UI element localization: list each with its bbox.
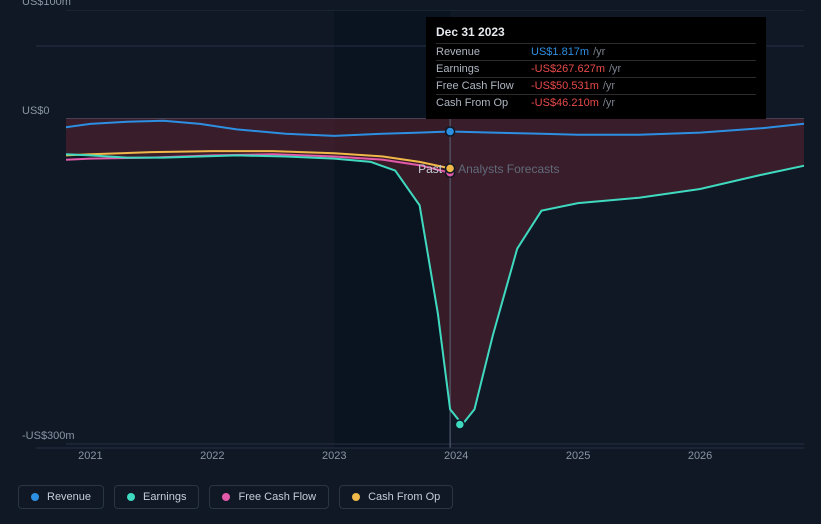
- tooltip-row: RevenueUS$1.817m/yr: [436, 43, 756, 60]
- legend-label: Cash From Op: [368, 491, 440, 503]
- forecast-section-label: Analysts Forecasts: [458, 162, 559, 176]
- tooltip-metric-unit: /yr: [603, 80, 615, 92]
- tooltip-date: Dec 31 2023: [436, 25, 756, 43]
- tooltip-metric-value: -US$50.531m: [531, 80, 599, 92]
- tooltip-metric-label: Cash From Op: [436, 97, 531, 109]
- tooltip-row: Free Cash Flow-US$50.531m/yr: [436, 77, 756, 94]
- x-tick-label: 2022: [200, 450, 224, 462]
- legend-dot: [352, 493, 360, 501]
- legend-item-free-cash-flow[interactable]: Free Cash Flow: [209, 485, 329, 509]
- chart-tooltip: Dec 31 2023 RevenueUS$1.817m/yrEarnings-…: [426, 17, 766, 119]
- tooltip-metric-label: Earnings: [436, 63, 531, 75]
- tooltip-metric-label: Revenue: [436, 46, 531, 58]
- x-tick-label: 2026: [688, 450, 712, 462]
- legend-item-revenue[interactable]: Revenue: [18, 485, 104, 509]
- x-tick-label: 2024: [444, 450, 468, 462]
- tooltip-metric-label: Free Cash Flow: [436, 80, 531, 92]
- x-tick-label: 2023: [322, 450, 346, 462]
- y-tick-label: US$100m: [22, 0, 71, 8]
- legend-item-cash-from-op[interactable]: Cash From Op: [339, 485, 453, 509]
- tooltip-metric-unit: /yr: [609, 63, 621, 75]
- x-tick-label: 2025: [566, 450, 590, 462]
- past-section-label: Past: [418, 162, 442, 176]
- tooltip-metric-value: -US$46.210m: [531, 97, 599, 109]
- tooltip-metric-value: -US$267.627m: [531, 63, 605, 75]
- legend-dot: [222, 493, 230, 501]
- tooltip-metric-unit: /yr: [603, 97, 615, 109]
- legend-dot: [127, 493, 135, 501]
- tooltip-row: Earnings-US$267.627m/yr: [436, 60, 756, 77]
- y-tick-label: US$0: [22, 105, 50, 117]
- y-tick-label: -US$300m: [22, 430, 75, 442]
- tooltip-metric-value: US$1.817m: [531, 46, 589, 58]
- legend-dot: [31, 493, 39, 501]
- tooltip-metric-unit: /yr: [593, 46, 605, 58]
- legend-label: Free Cash Flow: [238, 491, 316, 503]
- x-tick-label: 2021: [78, 450, 102, 462]
- legend-item-earnings[interactable]: Earnings: [114, 485, 199, 509]
- tooltip-row: Cash From Op-US$46.210m/yr: [436, 94, 756, 111]
- x-axis-labels: 2021 2022 2023 2024 2025 2026: [18, 450, 804, 470]
- legend-label: Earnings: [143, 491, 186, 503]
- legend-label: Revenue: [47, 491, 91, 503]
- chart-legend: Revenue Earnings Free Cash Flow Cash From O…: [18, 485, 453, 509]
